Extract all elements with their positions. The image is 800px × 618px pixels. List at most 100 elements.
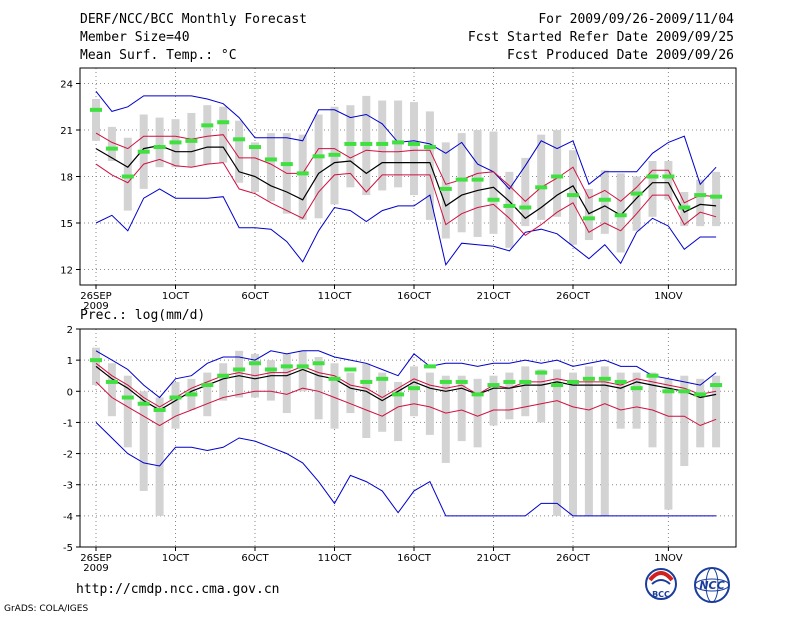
temp-mean-line [95,144,717,220]
temp-spread-bar [92,99,100,141]
temp-spread-bar [473,130,482,237]
prec-median-marker [487,383,500,388]
temp-spread-bar [584,188,593,241]
prec-median-marker [233,367,246,372]
prec-median-marker [614,379,627,384]
prec-median-marker [217,373,230,378]
temp-spread-bar [298,134,307,220]
prec-year-label: 2009 [83,563,108,574]
temp-spread-bar [569,150,577,245]
temp-median-marker [423,145,436,150]
temp-median-marker [169,140,182,145]
temp-spread-bar [457,133,466,233]
prec-x-tick-label: 11OCT [318,553,353,564]
prec-spread-bar [266,360,275,401]
prec-max-line [95,350,717,399]
temp-median-marker [471,177,484,182]
prec-median-marker [249,361,261,366]
prec-median-marker [519,379,532,384]
temp-y-tick-label: 24 [60,80,73,91]
temp-median-marker [312,154,325,159]
produced-date-label: Fcst Produced Date 2009/09/26 [507,48,734,63]
temp-mean-minus-std-line [95,158,717,237]
temp-year-label: 2009 [83,301,108,312]
prec-median-marker [121,395,134,400]
prec-median-marker [551,383,564,388]
forecast-period-label: For 2009/09/26-2009/11/04 [538,12,734,27]
prec-mean-plus-std-line [95,362,717,408]
temp-median-marker [567,193,579,198]
prec-median-marker [646,373,659,378]
temp-median-marker [598,197,611,202]
prec-median-marker [201,383,214,388]
prec-median-marker [471,392,484,397]
prec-spread-bar [346,372,355,414]
prec-spread-bar [664,378,673,510]
temp-y-tick-label: 21 [60,126,73,137]
prec-spread-bar [521,366,530,417]
temp-x-tick-label: 6OCT [241,291,269,302]
temp-median-marker [296,171,309,176]
prec-mean-minus-std-line [95,381,717,427]
temperature-variable-label: Mean Surf. Temp.: °C [80,48,237,63]
temp-median-marker [233,137,246,142]
temp-spread-bar [425,111,434,220]
prec-x-tick-label: 1NOV [654,553,683,564]
temp-x-tick-label: 1OCT [162,291,190,302]
temp-median-marker [217,120,230,125]
temp-spread-bar [266,133,275,202]
prec-y-tick-label: -2 [63,450,73,461]
prec-median-marker [280,364,293,369]
prec-median-marker [90,358,102,363]
temp-spread-bar [616,173,625,253]
temp-median-marker [582,216,595,221]
prec-median-marker [169,395,182,400]
prec-median-marker [105,379,118,384]
temp-median-marker [455,177,468,182]
temp-median-marker [90,107,102,112]
temp-median-marker [678,205,691,210]
prec-plot-frame [79,328,737,548]
temp-median-marker [519,205,532,210]
temp-spread-bar [648,161,657,217]
prec-x-tick-label: 1OCT [162,553,190,564]
prec-median-marker [710,383,723,388]
prec-y-tick-label: -5 [63,543,73,554]
temp-median-marker [280,162,293,167]
prec-spread-bar [696,378,705,448]
prec-spread-bar [219,363,228,401]
prec-spread-bar [330,363,339,429]
temp-y-tick-label: 15 [60,219,73,230]
temp-median-marker [137,149,150,154]
temp-spread-bar [553,130,562,217]
chart-title: DERF/NCC/BCC Monthly Forecast [80,12,307,27]
prec-spread-bar [282,353,291,414]
prec-x-tick-label: 26SEP [80,553,111,564]
temp-median-marker [376,141,389,146]
temp-max-line [95,90,717,190]
temp-x-tick-label: 1NOV [654,291,683,302]
temp-spread-bar [537,134,546,220]
prec-spread-bar [410,366,418,417]
temp-spread-bar [346,105,355,188]
temp-median-marker [614,213,627,218]
precipitation-variable-label: Prec.: log(mm/d) [80,308,206,323]
prec-median-marker [408,386,420,391]
temp-x-tick-label: 26SEP [80,291,111,302]
temp-spread-bar [521,157,530,227]
prec-spread-bar [489,375,498,426]
temp-spread-bar [251,142,259,192]
prec-spread-bar [505,372,514,420]
prec-mean-line [95,365,717,411]
prec-median-marker [360,379,373,384]
temp-median-marker [201,123,214,128]
prec-spread-bar [600,366,609,516]
temp-median-marker [249,145,261,150]
prec-spread-bar [680,375,689,467]
prec-median-marker [137,401,150,406]
prec-min-line [95,422,717,517]
temp-spread-bar [696,179,705,227]
prec-x-tick-label: 16OCT [397,553,432,564]
prec-spread-bar [473,378,482,448]
